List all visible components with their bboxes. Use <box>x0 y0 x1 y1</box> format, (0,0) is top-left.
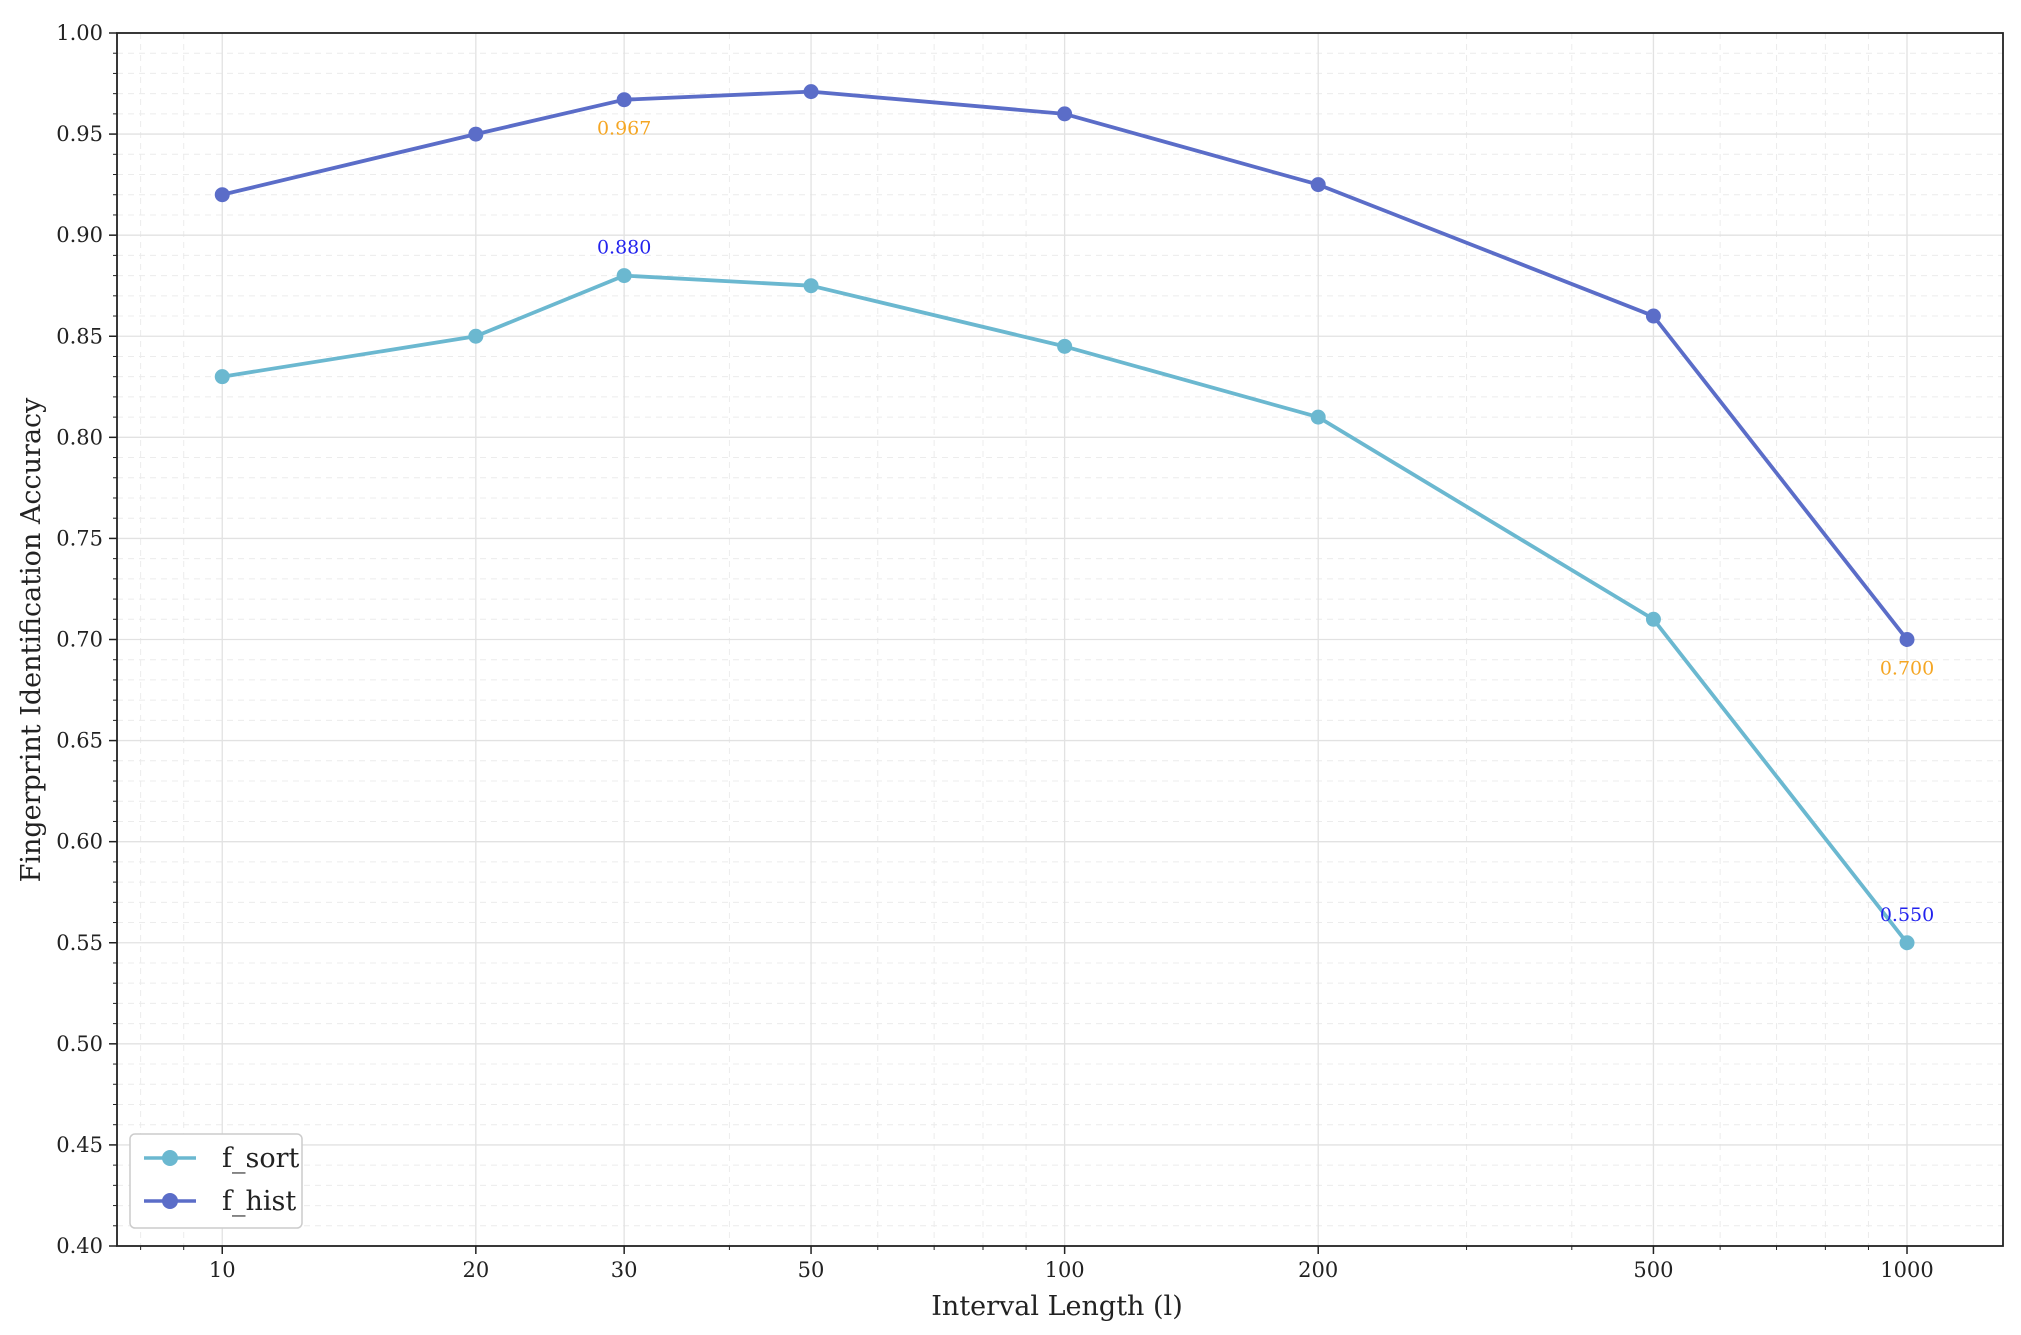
data-point-f-hist <box>1645 308 1661 324</box>
series-line-f-sort <box>221 273 1909 944</box>
data-point-f-sort <box>1310 409 1326 425</box>
x-tick-label: 30 <box>611 1258 638 1282</box>
data-point-f-sort <box>616 268 632 284</box>
legend: f_sort f_hist <box>129 1133 303 1229</box>
x-tick-label: 50 <box>798 1258 825 1282</box>
x-tick-label: 200 <box>1298 1258 1338 1282</box>
x-axis-title: Interval Length (l) <box>931 1291 1182 1322</box>
data-point-f-sort <box>1645 611 1661 627</box>
x-tick-label: 100 <box>1045 1258 1085 1282</box>
legend-label-f-hist: f_hist <box>222 1186 296 1217</box>
data-point-f-sort <box>468 328 484 344</box>
y-tick-label: 0.55 <box>56 931 103 955</box>
data-point-f-sort <box>1899 935 1915 951</box>
y-tick-label: 0.40 <box>56 1234 103 1258</box>
data-point-f-hist <box>214 187 230 203</box>
y-tick-label: 0.50 <box>56 1032 103 1056</box>
data-point-f-hist <box>616 92 632 108</box>
y-tick-label: 0.45 <box>56 1133 103 1157</box>
y-tick-label: 0.75 <box>56 526 103 550</box>
x-tick-label: 10 <box>209 1258 236 1282</box>
x-tick-label: 20 <box>462 1258 489 1282</box>
grid-lines <box>117 32 2003 1247</box>
y-tick-label: 0.85 <box>56 324 103 348</box>
y-tick-label: 0.65 <box>56 729 103 753</box>
x-tick-label: 1000 <box>1880 1258 1933 1282</box>
data-point-f-hist <box>803 84 819 100</box>
data-labels: 0.967 0.880 0.700 0.550 <box>597 118 1934 926</box>
data-label: 0.700 <box>1880 658 1934 680</box>
y-tick-label: 1.00 <box>56 21 103 45</box>
data-point-f-hist <box>468 126 484 142</box>
x-tick-label: 500 <box>1633 1258 1673 1282</box>
y-tick-label: 0.95 <box>56 122 103 146</box>
series-lines <box>214 84 1915 951</box>
axes: 0.40 0.45 0.50 0.55 0.60 0.65 0.70 0.75 0.80 0.85… <box>56 21 2004 1282</box>
legend-marker-f-sort <box>162 1150 178 1166</box>
data-point-f-hist <box>1899 632 1915 647</box>
y-tick-label: 0.90 <box>56 223 103 247</box>
legend-marker-f-hist <box>162 1193 178 1209</box>
data-label: 0.880 <box>597 237 651 259</box>
y-tick-label: 0.70 <box>56 628 103 652</box>
y-tick-label: 0.80 <box>56 425 103 449</box>
series-line-f-hist <box>221 89 1909 641</box>
data-point-f-sort <box>214 369 230 385</box>
data-point-f-hist <box>1310 177 1326 193</box>
data-point-f-sort <box>803 278 819 294</box>
data-point-f-hist <box>1057 106 1073 122</box>
y-axis-title: Fingerprint Identification Accuracy <box>16 397 47 883</box>
legend-label-f-sort: f_sort <box>222 1143 300 1174</box>
data-label: 0.550 <box>1880 904 1934 926</box>
data-label: 0.967 <box>597 118 651 140</box>
y-tick-label: 0.60 <box>56 830 103 854</box>
data-point-f-sort <box>1057 338 1073 354</box>
